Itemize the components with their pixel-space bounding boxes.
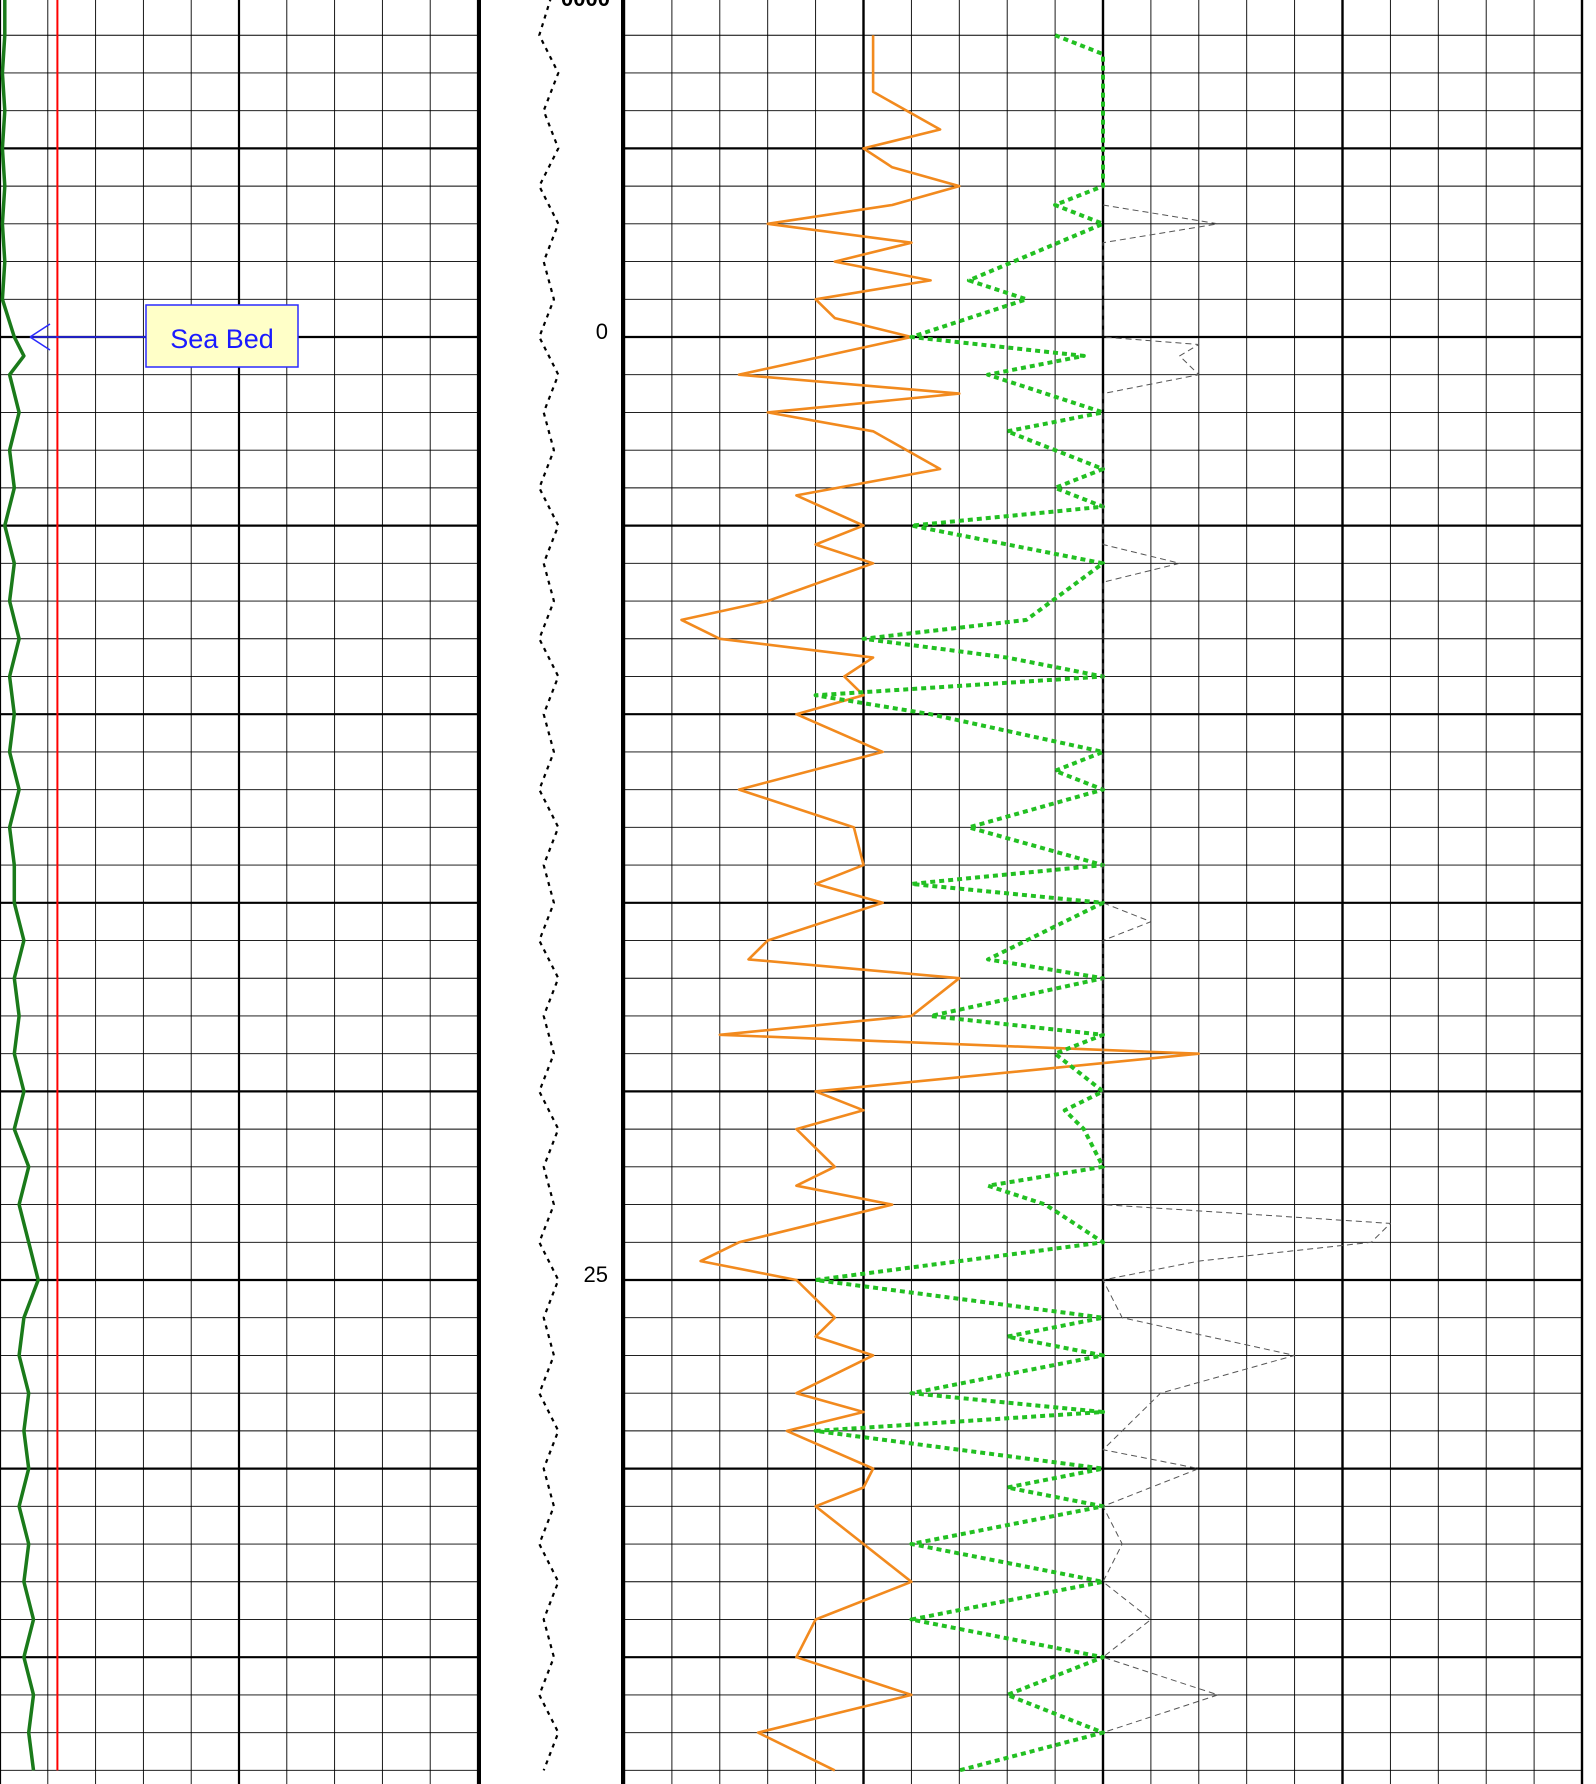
sea-bed-label-box <box>145 304 299 368</box>
green-dotted-log-curve <box>813 33 1105 1773</box>
sea-bed-label: Sea Bed <box>170 324 274 354</box>
annotations: Sea Bed <box>29 304 299 368</box>
depth-tick-label-partial: 0000 <box>561 0 610 11</box>
track-borders <box>477 0 625 1784</box>
caliper-curve <box>538 0 560 1771</box>
log-curves <box>0 0 1391 1773</box>
sea-bed-arrowhead <box>29 323 51 338</box>
gamma-ray-curve <box>0 0 40 1771</box>
depth-tick-label: 0 <box>596 319 608 344</box>
depth-tick-label: 25 <box>584 1262 608 1287</box>
grey-dashed-log-curve <box>1102 204 1391 1734</box>
sea-bed-arrowhead <box>29 336 51 351</box>
orange-log-curve <box>680 35 1201 1772</box>
depth-axis: 0 25 0000 <box>561 0 610 1287</box>
